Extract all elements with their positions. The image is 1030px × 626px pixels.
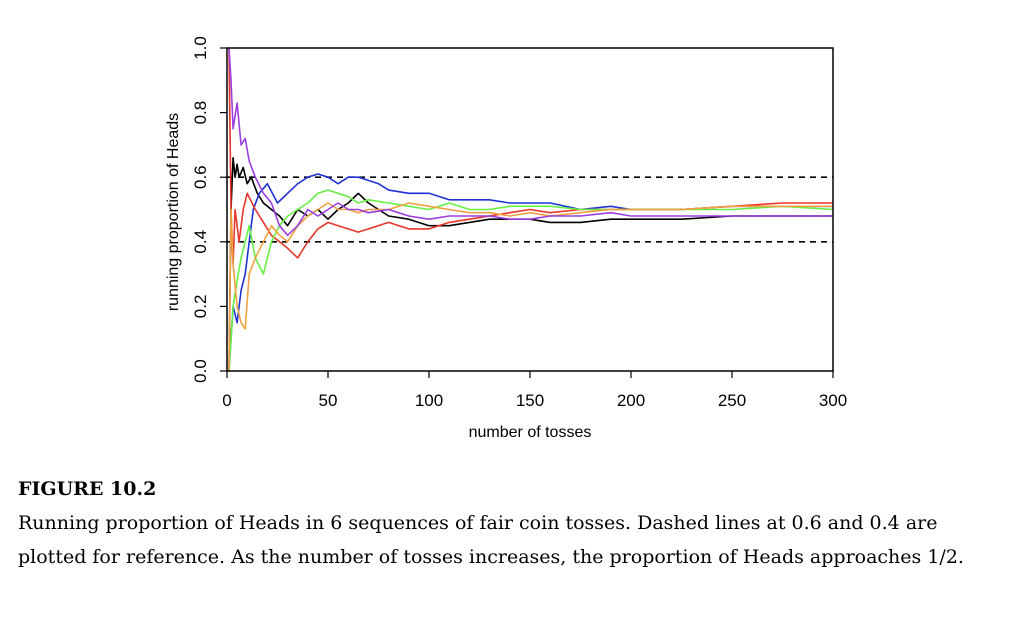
- y-tick-label-3: 0.6: [191, 165, 210, 189]
- figure-label: FIGURE 10.2: [18, 478, 157, 500]
- figure-caption-text: Running proportion of Heads in 6 sequenc…: [18, 512, 964, 568]
- series-line-3: [228, 189, 833, 371]
- y-axis-label: running proportion of Heads: [165, 113, 182, 311]
- series-line-1: [228, 173, 833, 371]
- figure-caption: FIGURE 10.2 Running proportion of Heads …: [18, 478, 1008, 574]
- series-line-5: [228, 48, 833, 237]
- y-axis: 0.0 0.2 0.4 0.6 0.8 1.0: [191, 36, 227, 383]
- running-proportion-chart: 0 50 100 150 200 250 300 0.0 0.2 0.4 0.6 0.8 1.0 nu…: [165, 36, 847, 441]
- x-tick-label-1: 50: [319, 391, 338, 410]
- y-tick-label-5: 1.0: [191, 36, 210, 60]
- x-axis: 0 50 100 150 200 250 300: [222, 371, 847, 410]
- x-tick-label-4: 200: [617, 391, 645, 410]
- x-tick-label-0: 0: [222, 391, 231, 410]
- x-tick-label-6: 300: [819, 391, 847, 410]
- series-line-4: [228, 202, 833, 371]
- x-tick-label-2: 100: [415, 391, 443, 410]
- x-tick-label-5: 250: [718, 391, 746, 410]
- y-tick-label-1: 0.2: [191, 295, 210, 319]
- y-tick-label-2: 0.4: [191, 230, 210, 254]
- y-tick-label-0: 0.0: [191, 359, 210, 383]
- series-line-2: [228, 48, 833, 266]
- x-axis-label: number of tosses: [469, 424, 592, 441]
- y-tick-label-4: 0.8: [191, 101, 210, 125]
- series-group: [228, 48, 833, 371]
- x-tick-label-3: 150: [516, 391, 544, 410]
- series-line-0: [228, 157, 833, 371]
